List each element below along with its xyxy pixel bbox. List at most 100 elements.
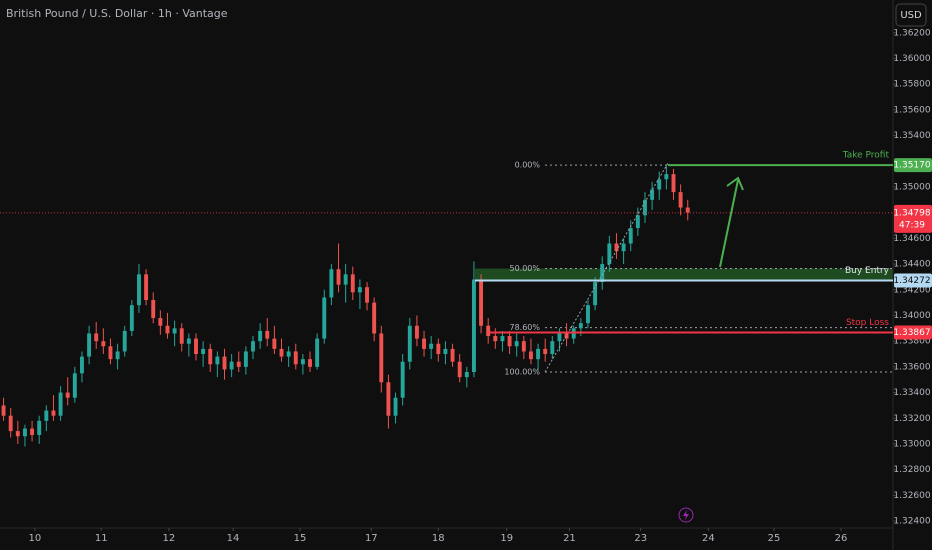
y-tick-label: 1.35600 xyxy=(893,105,930,115)
fib-trendline xyxy=(544,162,669,373)
candle-body xyxy=(657,179,662,190)
y-tick-label: 1.34000 xyxy=(893,311,930,321)
candle-body xyxy=(94,333,99,342)
x-tick-label: 15 xyxy=(294,533,307,544)
candle-body xyxy=(158,318,163,326)
candle-body xyxy=(671,174,676,193)
candle-body xyxy=(194,338,198,355)
candle-body xyxy=(58,392,63,416)
candle-body xyxy=(122,330,127,352)
level-price-label: 1.35170 xyxy=(893,161,930,171)
x-tick-label: 14 xyxy=(227,533,240,544)
level-price-label: 1.34272 xyxy=(893,276,930,286)
candle-body xyxy=(357,287,362,293)
candle-body xyxy=(457,361,462,378)
candle-body xyxy=(129,305,134,331)
fib-label: 0.00% xyxy=(515,161,541,170)
x-tick-label: 18 xyxy=(432,533,445,544)
candle-body xyxy=(414,325,419,339)
candle-body xyxy=(101,341,106,347)
candle-body xyxy=(265,330,270,339)
candle-body xyxy=(8,415,13,432)
candle-body xyxy=(15,431,20,437)
x-tick-label: 12 xyxy=(163,533,176,544)
y-tick-label: 1.36000 xyxy=(893,54,930,64)
candle-body xyxy=(514,341,519,347)
candle-body xyxy=(258,330,263,342)
candle-body xyxy=(528,351,533,360)
candle-body xyxy=(507,336,512,347)
y-tick-label: 1.33600 xyxy=(893,362,930,372)
y-tick-label: 1.33400 xyxy=(893,388,930,398)
candle-body xyxy=(379,333,384,383)
candle-body xyxy=(293,351,298,365)
y-tick-label: 1.34200 xyxy=(893,285,930,295)
y-tick-label: 1.36200 xyxy=(893,28,930,38)
candle-body xyxy=(308,359,312,367)
candle-body xyxy=(664,174,669,180)
candle-body xyxy=(586,305,590,324)
countdown-label: 47:39 xyxy=(899,220,925,230)
x-tick-label: 23 xyxy=(634,533,647,544)
candle-body xyxy=(172,328,177,334)
y-tick-label: 1.32800 xyxy=(893,465,930,475)
candle-body xyxy=(108,346,113,360)
x-tick-label: 11 xyxy=(95,533,108,544)
candle-body xyxy=(372,302,377,334)
currency-button[interactable] xyxy=(895,3,927,27)
level-box xyxy=(894,325,932,340)
candle-body xyxy=(22,428,27,437)
candle-body xyxy=(365,287,369,303)
candle-body xyxy=(407,325,412,362)
last-price-label: 1.34798 xyxy=(893,208,930,218)
candle-body xyxy=(343,274,348,285)
candle-body xyxy=(422,338,427,349)
event-icon[interactable] xyxy=(678,507,694,523)
candle-body xyxy=(72,373,77,398)
candle-body xyxy=(443,348,448,355)
candle-body xyxy=(179,328,184,344)
candle-body xyxy=(137,274,141,306)
candle-body xyxy=(37,420,42,435)
y-tick-label: 1.33200 xyxy=(893,414,930,424)
x-tick-label: 26 xyxy=(835,533,848,544)
candle-body xyxy=(643,199,647,216)
fib-label: 100.00% xyxy=(504,368,540,377)
candle-body xyxy=(486,325,491,337)
candle-body xyxy=(229,361,234,370)
candle-body xyxy=(607,243,612,265)
candle-body xyxy=(550,341,555,355)
candle-body xyxy=(493,336,498,342)
candle-body xyxy=(536,348,541,360)
candle-body xyxy=(393,397,398,416)
level-price-label: 1.33867 xyxy=(893,328,930,338)
fib-label: 50.00% xyxy=(509,264,540,273)
candle-body xyxy=(1,405,6,416)
arrow xyxy=(719,176,744,268)
y-tick-label: 1.34400 xyxy=(893,260,930,270)
candle-body xyxy=(429,343,434,349)
candle-body xyxy=(543,348,548,355)
x-tick-label: 21 xyxy=(563,533,576,544)
buy-zone xyxy=(475,268,893,281)
candle-body xyxy=(222,356,227,370)
candle-body xyxy=(300,359,305,365)
candle-body xyxy=(479,279,484,326)
y-tick-label: 1.33800 xyxy=(893,337,930,347)
y-tick-label: 1.35000 xyxy=(893,182,930,192)
candle-body xyxy=(628,228,633,244)
candle-body xyxy=(165,325,170,334)
chart-title: British Pound / U.S. Dollar · 1h · Vanta… xyxy=(6,7,228,20)
candle-body xyxy=(557,333,562,342)
x-tick-label: 10 xyxy=(29,533,42,544)
candle-body xyxy=(400,361,405,398)
candle-body xyxy=(144,274,149,301)
fib-label: 78.60% xyxy=(509,323,540,332)
candle-body xyxy=(279,348,284,357)
level-box xyxy=(894,158,932,173)
y-tick-label: 1.32400 xyxy=(893,517,930,527)
candle-body xyxy=(186,338,191,344)
candle-body xyxy=(251,341,255,352)
